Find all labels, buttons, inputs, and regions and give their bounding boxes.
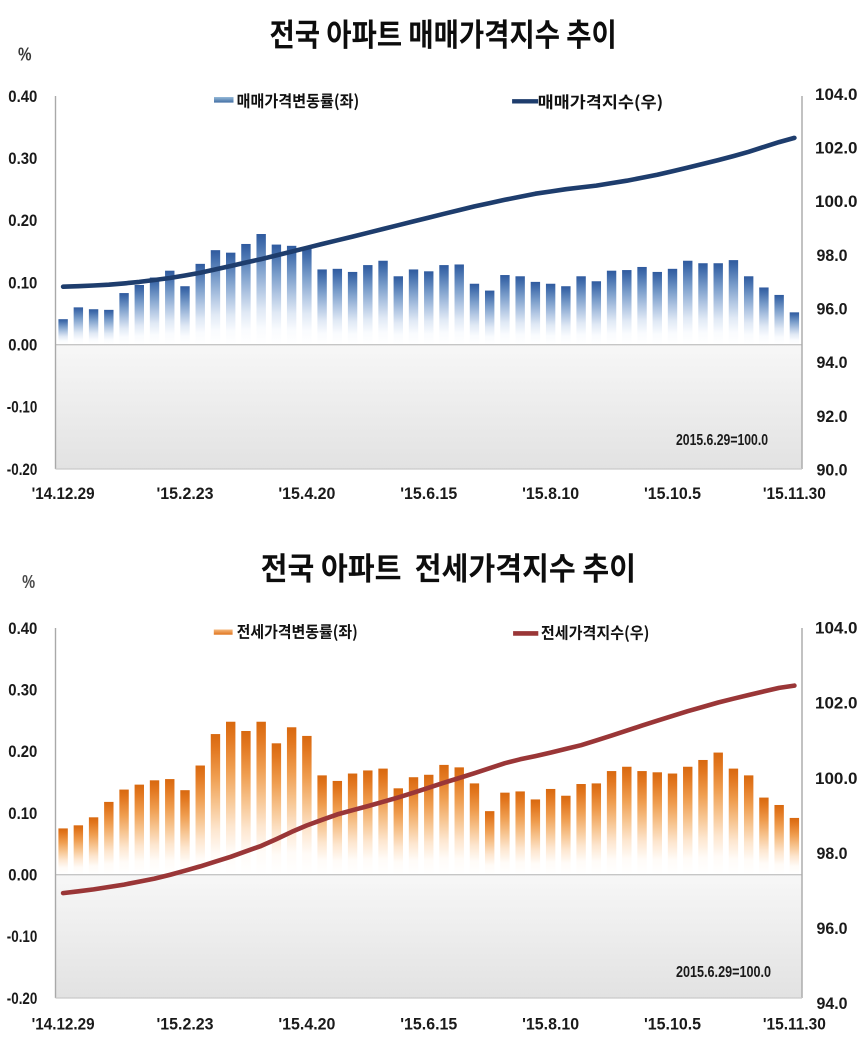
svg-text:'15.8.10: '15.8.10 [522, 484, 579, 503]
svg-text:'15.10.5: '15.10.5 [644, 484, 701, 503]
svg-text:96.0: 96.0 [817, 920, 848, 938]
svg-text:-0.20: -0.20 [7, 461, 38, 479]
svg-text:98.0: 98.0 [817, 845, 848, 863]
svg-text:%: % [18, 45, 32, 65]
svg-text:96.0: 96.0 [817, 301, 848, 319]
svg-text:'15.6.15: '15.6.15 [400, 1015, 457, 1034]
svg-text:'15.10.5: '15.10.5 [644, 1015, 701, 1034]
svg-text:0.30: 0.30 [8, 150, 37, 168]
svg-text:'14.12.29: '14.12.29 [32, 484, 95, 503]
svg-text:'15.4.20: '15.4.20 [278, 484, 335, 503]
svg-text:100.0: 100.0 [815, 770, 858, 788]
svg-text:92.0: 92.0 [817, 408, 848, 426]
svg-text:104.0: 104.0 [815, 86, 858, 104]
svg-text:-0.10: -0.10 [7, 399, 38, 417]
svg-text:'15.4.20: '15.4.20 [278, 1015, 335, 1034]
svg-text:100.0: 100.0 [815, 193, 858, 211]
svg-text:-0.20: -0.20 [7, 990, 38, 1008]
svg-text:0.40: 0.40 [8, 620, 37, 638]
svg-text:102.0: 102.0 [815, 140, 858, 158]
svg-text:98.0: 98.0 [817, 247, 848, 265]
svg-text:0.00: 0.00 [8, 867, 37, 885]
svg-text:'15.8.10: '15.8.10 [522, 1015, 579, 1034]
svg-text:0.20: 0.20 [8, 212, 37, 230]
svg-text:94.0: 94.0 [817, 354, 848, 372]
svg-text:2015.6.29=100.0: 2015.6.29=100.0 [676, 432, 768, 449]
svg-text:0.10: 0.10 [8, 274, 37, 292]
svg-text:104.0: 104.0 [815, 620, 858, 638]
svg-text:'15.11.30: '15.11.30 [763, 1015, 826, 1034]
svg-text:'15.2.23: '15.2.23 [156, 1015, 213, 1034]
svg-text:90.0: 90.0 [817, 462, 848, 480]
svg-text:0.10: 0.10 [8, 805, 37, 823]
svg-text:0.40: 0.40 [8, 88, 37, 106]
svg-text:'15.11.30: '15.11.30 [763, 484, 826, 503]
svg-text:'15.6.15: '15.6.15 [400, 484, 457, 503]
svg-text:0.20: 0.20 [8, 743, 37, 761]
svg-text:2015.6.29=100.0: 2015.6.29=100.0 [676, 964, 771, 981]
svg-text:'14.12.29: '14.12.29 [32, 1015, 95, 1034]
svg-text:94.0: 94.0 [817, 995, 848, 1013]
svg-text:102.0: 102.0 [815, 695, 858, 713]
svg-text:%: % [22, 571, 35, 592]
svg-text:0.00: 0.00 [8, 337, 37, 355]
svg-text:'15.2.23: '15.2.23 [156, 484, 213, 503]
svg-text:0.30: 0.30 [8, 682, 37, 700]
svg-text:-0.10: -0.10 [7, 928, 38, 946]
